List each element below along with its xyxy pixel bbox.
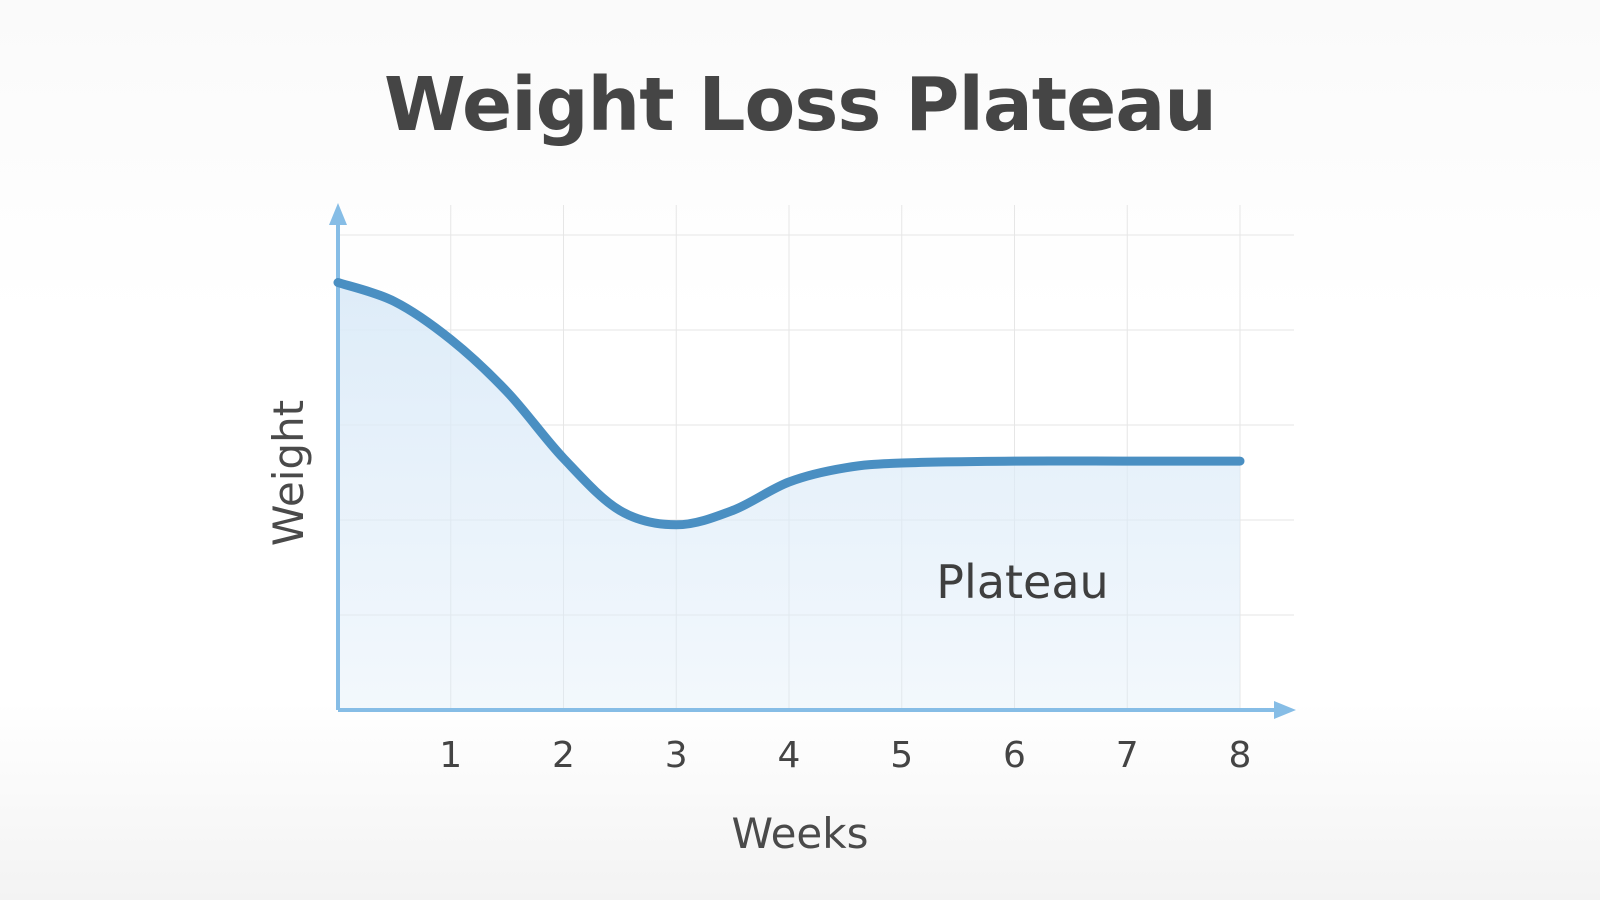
axes: [329, 203, 1296, 719]
y-axis-arrow-icon: [329, 203, 347, 225]
area-fill: [338, 282, 1240, 710]
x-axis-arrow-icon: [1274, 701, 1296, 719]
plateau-annotation: Plateau: [936, 555, 1108, 609]
x-tick-label: 6: [1003, 735, 1026, 776]
x-tick-label: 3: [665, 735, 688, 776]
series-line: [333, 278, 1245, 530]
x-tick-label: 5: [890, 735, 913, 776]
x-tick-label: 8: [1229, 735, 1252, 776]
x-tick-label: 1: [439, 735, 462, 776]
series-line-layer: [333, 278, 1245, 530]
chart-title: Weight Loss Plateau: [384, 62, 1217, 148]
labels: 1 2 3 4 5 6 7 8 Weeks Weight Plateau: [264, 400, 1251, 858]
y-axis-title: Weight: [264, 400, 313, 546]
x-tick-label: 7: [1116, 735, 1139, 776]
x-tick-label: 4: [778, 735, 801, 776]
x-axis-title: Weeks: [732, 809, 869, 858]
area-fill-layer: [338, 282, 1240, 710]
x-tick-label: 2: [552, 735, 575, 776]
